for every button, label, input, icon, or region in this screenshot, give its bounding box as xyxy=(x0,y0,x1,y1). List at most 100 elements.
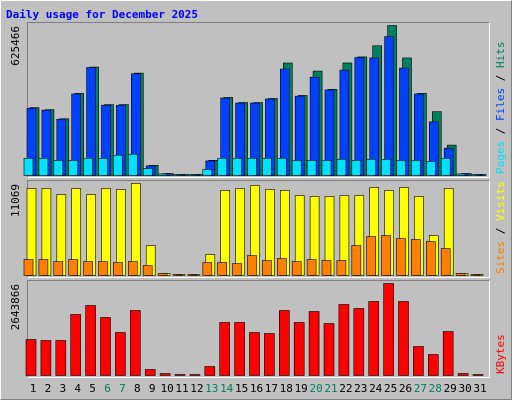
bar xyxy=(235,188,245,276)
bar xyxy=(455,173,466,176)
bar xyxy=(174,374,186,376)
bar xyxy=(384,36,394,176)
bar xyxy=(338,304,350,376)
legend-separator: / xyxy=(494,221,507,241)
bar xyxy=(70,314,81,376)
bar xyxy=(40,340,52,376)
bar xyxy=(55,340,67,376)
bar xyxy=(144,369,156,376)
bar xyxy=(172,274,183,276)
x-tick-label: 29 xyxy=(444,382,457,395)
bar xyxy=(23,259,34,276)
x-tick-label: 8 xyxy=(134,382,141,395)
x-tick-label: 16 xyxy=(250,382,263,395)
bar xyxy=(217,262,227,276)
legend: Pages / Files / Hits xyxy=(494,42,507,175)
bar xyxy=(351,160,362,176)
bar xyxy=(172,174,183,176)
y-tick-label: 11069 xyxy=(9,184,22,217)
x-tick-label: 25 xyxy=(384,382,397,395)
bar xyxy=(425,161,436,176)
x-tick-label: 20 xyxy=(309,382,322,395)
x-tick-label: 1 xyxy=(30,382,37,395)
legend-separator: / xyxy=(494,121,507,141)
panel-bevel-light xyxy=(27,180,490,278)
bar xyxy=(276,258,287,276)
bar xyxy=(142,168,153,176)
y-tick-label: 2643866 xyxy=(9,284,22,330)
bar xyxy=(23,158,34,176)
bar xyxy=(83,158,93,176)
bar xyxy=(100,317,111,376)
bar xyxy=(351,245,362,276)
bar xyxy=(425,241,436,276)
legend-entry: Sites xyxy=(494,241,507,274)
bar xyxy=(68,160,78,176)
bar xyxy=(234,322,245,376)
bar xyxy=(472,374,484,376)
x-tick-label: 23 xyxy=(354,382,367,395)
bar xyxy=(291,261,302,276)
bar xyxy=(366,158,377,176)
bar xyxy=(204,366,216,376)
x-tick-label: 5 xyxy=(89,382,96,395)
x-tick-label: 9 xyxy=(149,382,156,395)
bar xyxy=(321,260,332,276)
panel-bevel-light xyxy=(27,22,490,178)
bar xyxy=(366,236,377,276)
bar xyxy=(98,261,108,276)
x-tick-label: 6 xyxy=(104,382,111,395)
x-tick-label: 30 xyxy=(458,382,471,395)
bar xyxy=(53,160,64,176)
bar xyxy=(85,305,96,376)
x-tick-label: 28 xyxy=(429,382,442,395)
bar xyxy=(381,158,391,176)
legend-entry: Visits xyxy=(494,181,507,221)
bar xyxy=(383,283,394,376)
bar xyxy=(336,158,347,176)
bar xyxy=(306,259,317,276)
x-tick-label: 19 xyxy=(295,382,308,395)
x-tick-label: 17 xyxy=(265,382,278,395)
x-tick-label: 10 xyxy=(160,382,173,395)
legend-entry: Files xyxy=(494,88,507,121)
bar xyxy=(276,158,287,176)
bar xyxy=(291,160,302,176)
bar xyxy=(470,174,481,176)
bar xyxy=(262,158,272,176)
x-tick-label: 24 xyxy=(369,382,383,395)
bar xyxy=(25,339,37,376)
bar xyxy=(264,333,275,376)
x-tick-label: 3 xyxy=(59,382,66,395)
x-tick-label: 4 xyxy=(74,382,81,395)
bar xyxy=(455,273,466,276)
x-tick-label: 12 xyxy=(190,382,203,395)
x-tick-label: 18 xyxy=(280,382,293,395)
bar xyxy=(115,332,126,376)
bar xyxy=(157,273,168,276)
bar xyxy=(202,262,213,276)
bar xyxy=(470,274,481,276)
bar xyxy=(202,169,213,176)
bar xyxy=(293,322,305,376)
bar xyxy=(219,322,230,376)
bar xyxy=(398,301,409,376)
panel-bevel-light xyxy=(27,280,490,378)
x-tick-label: 27 xyxy=(414,382,427,395)
bar xyxy=(113,154,123,176)
legend-entry: KBytes xyxy=(494,334,507,374)
bar xyxy=(98,158,108,176)
bar xyxy=(113,262,123,276)
bar xyxy=(442,331,454,376)
bar xyxy=(217,158,227,176)
chart-title: Daily usage for December 2025 xyxy=(6,8,198,21)
x-tick-label: 11 xyxy=(175,382,188,395)
x-tick-label: 22 xyxy=(339,382,352,395)
x-tick-label: 2 xyxy=(45,382,52,395)
bar xyxy=(336,260,347,276)
bar xyxy=(38,259,49,276)
bar xyxy=(157,173,168,176)
bar xyxy=(278,310,290,376)
x-tick-label: 13 xyxy=(205,382,218,395)
